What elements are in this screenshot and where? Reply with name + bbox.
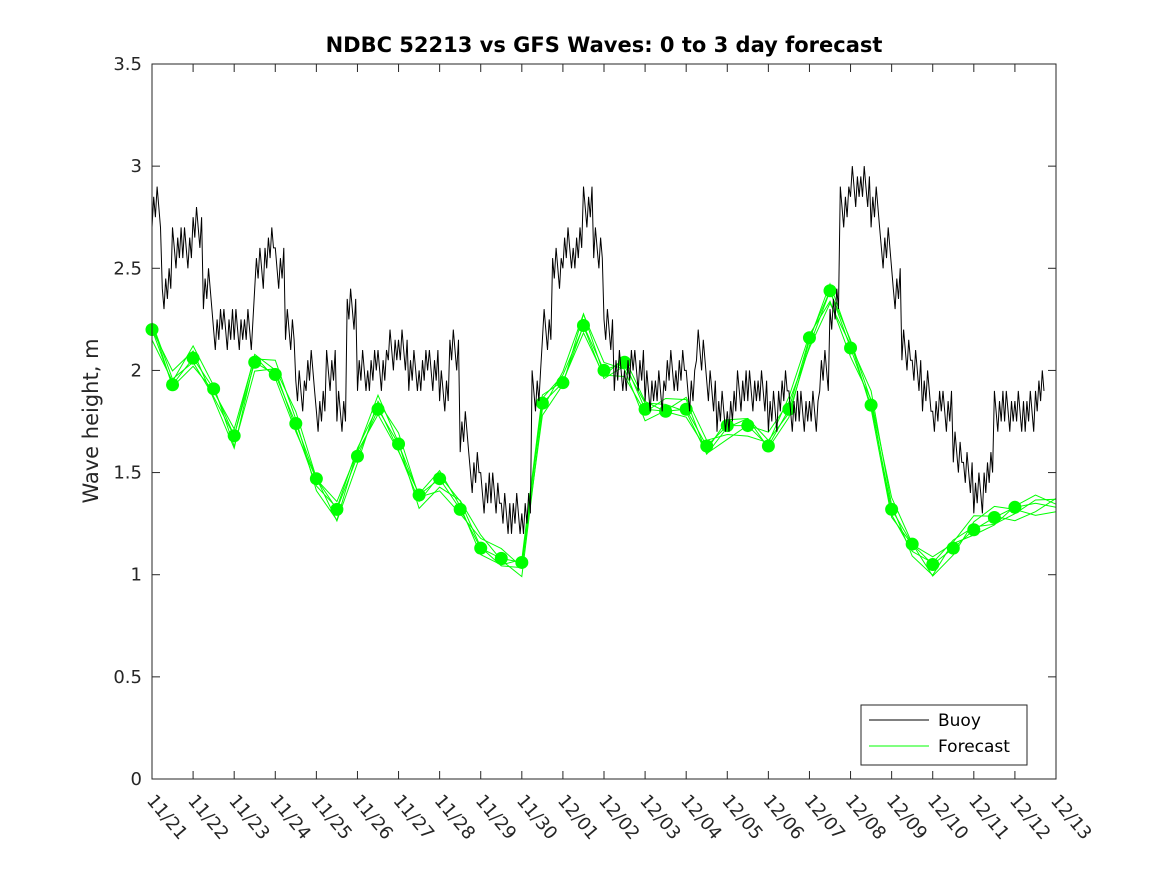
forecast-point	[371, 402, 385, 416]
forecast-point	[289, 417, 303, 431]
forecast-point	[412, 488, 426, 502]
forecast-point	[535, 396, 549, 410]
forecast-point	[494, 551, 508, 565]
forecast-point	[186, 351, 200, 365]
forecast-point	[864, 398, 878, 412]
y-axis-label: Wave height, m	[79, 338, 103, 503]
y-tick-label: 0	[131, 769, 142, 790]
forecast-point	[761, 439, 775, 453]
y-tick-label: 3	[131, 156, 142, 177]
chart-title: NDBC 52213 vs GFS Waves: 0 to 3 day fore…	[326, 33, 883, 57]
forecast-point	[659, 404, 673, 418]
forecast-point	[946, 541, 960, 555]
forecast-line	[151, 300, 1057, 577]
forecast-point	[515, 555, 529, 569]
forecast-point	[802, 331, 816, 345]
buoy-line	[151, 166, 1045, 534]
legend-buoy-label: Buoy	[938, 711, 981, 731]
forecast-point	[166, 378, 180, 392]
y-tick-label: 0.5	[113, 667, 142, 688]
y-tick-label: 2.5	[113, 258, 142, 279]
y-tick-label: 1.5	[113, 463, 142, 484]
forecast-point	[1008, 500, 1022, 514]
forecast-point	[967, 523, 981, 537]
y-tick-label: 1	[131, 565, 142, 586]
y-tick-label: 3.5	[113, 54, 142, 75]
legend-forecast-label: Forecast	[938, 737, 1010, 757]
forecast-point	[309, 472, 323, 486]
y-tick-label: 2	[131, 360, 142, 381]
legend: Buoy Forecast	[860, 704, 1028, 766]
legend-box	[860, 704, 1028, 766]
forecast-point	[207, 382, 221, 396]
forecast-point	[720, 419, 734, 433]
forecast-point	[227, 429, 241, 443]
forecast-point	[741, 419, 755, 433]
forecast-point	[453, 502, 467, 516]
y-axis-ticks: 0 0.5 1 1.5 2 2.5 3 3.5	[113, 54, 1056, 790]
forecast-point	[987, 511, 1001, 525]
forecast-point	[576, 318, 590, 332]
forecast-point	[700, 439, 714, 453]
forecast-point	[679, 402, 693, 416]
forecast-point	[474, 541, 488, 555]
forecast-point	[350, 449, 364, 463]
forecast-point	[782, 402, 796, 416]
forecast-point	[268, 368, 282, 382]
plot-frame	[151, 63, 1057, 780]
forecast-point	[844, 341, 858, 355]
forecast-point	[823, 284, 837, 298]
forecast-point	[905, 537, 919, 551]
forecast-point	[926, 558, 940, 571]
forecast-point	[433, 472, 447, 486]
forecast-point	[885, 502, 899, 516]
forecast-point	[330, 502, 344, 516]
forecast-point	[597, 363, 611, 377]
forecast-point	[392, 437, 406, 451]
series-layer	[145, 166, 1057, 578]
forecast-point	[638, 402, 652, 416]
forecast-point	[556, 376, 570, 390]
forecast-point	[248, 355, 262, 369]
